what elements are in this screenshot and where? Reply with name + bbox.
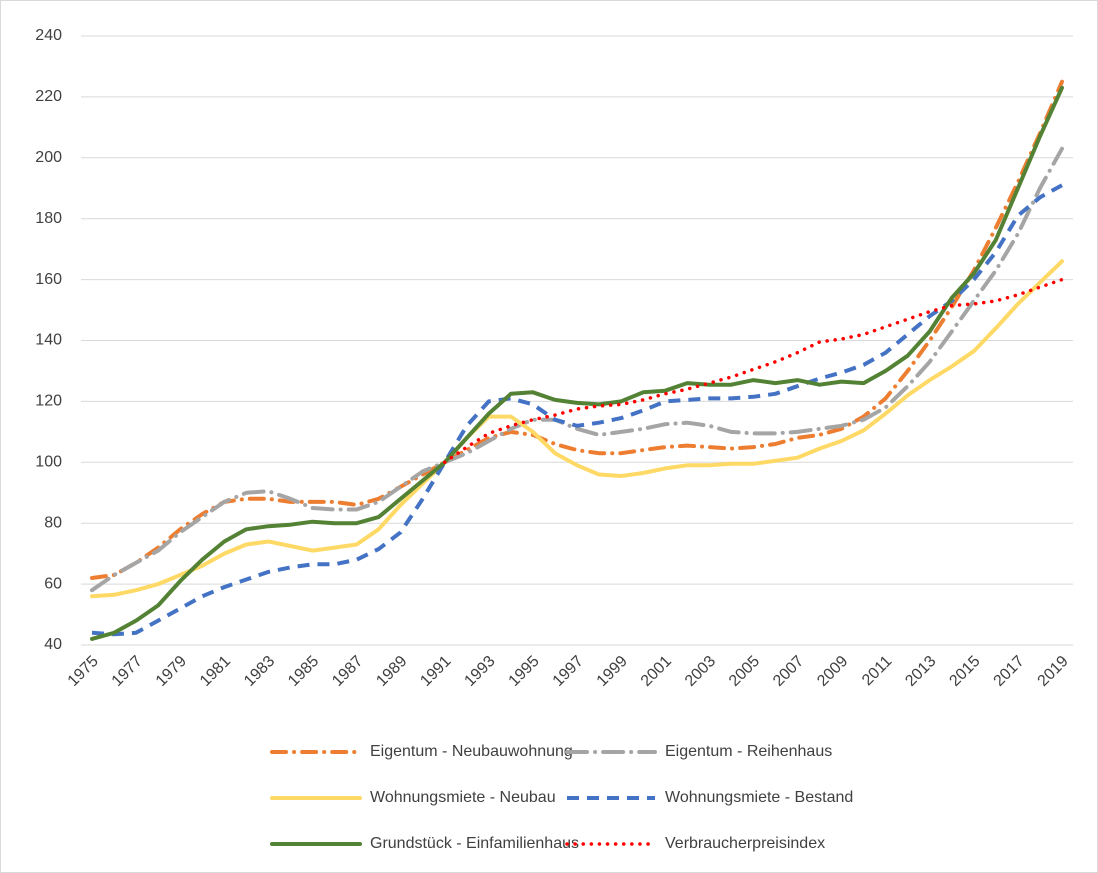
y-tick-label: 200	[35, 149, 62, 166]
y-tick-label: 80	[44, 514, 62, 531]
legend-label: Grundstück - Einfamilienhaus	[370, 835, 579, 852]
legend-label: Wohnungsmiete - Bestand	[665, 789, 853, 806]
y-tick-label: 140	[35, 332, 62, 349]
legend-label: Eigentum - Neubauwohnung	[370, 743, 573, 760]
series-line	[442, 277, 1064, 465]
y-tick-label: 100	[35, 454, 62, 471]
y-tick-label: 220	[35, 88, 62, 105]
y-tick-label: 180	[35, 210, 62, 227]
series-line	[90, 79, 1064, 580]
series-line	[90, 259, 1064, 599]
y-tick-label: 240	[35, 27, 62, 44]
legend-label: Eigentum - Reihenhaus	[665, 743, 832, 760]
legend-label: Verbraucherpreisindex	[665, 835, 825, 852]
legend-label: Wohnungsmiete - Neubau	[370, 789, 556, 806]
series-line	[90, 85, 1064, 641]
series-line	[90, 146, 1064, 593]
y-tick-label: 160	[35, 271, 62, 288]
series-line	[91, 183, 1063, 637]
y-tick-label: 40	[44, 636, 62, 653]
y-tick-label: 120	[35, 393, 62, 410]
y-tick-label: 60	[44, 575, 62, 592]
